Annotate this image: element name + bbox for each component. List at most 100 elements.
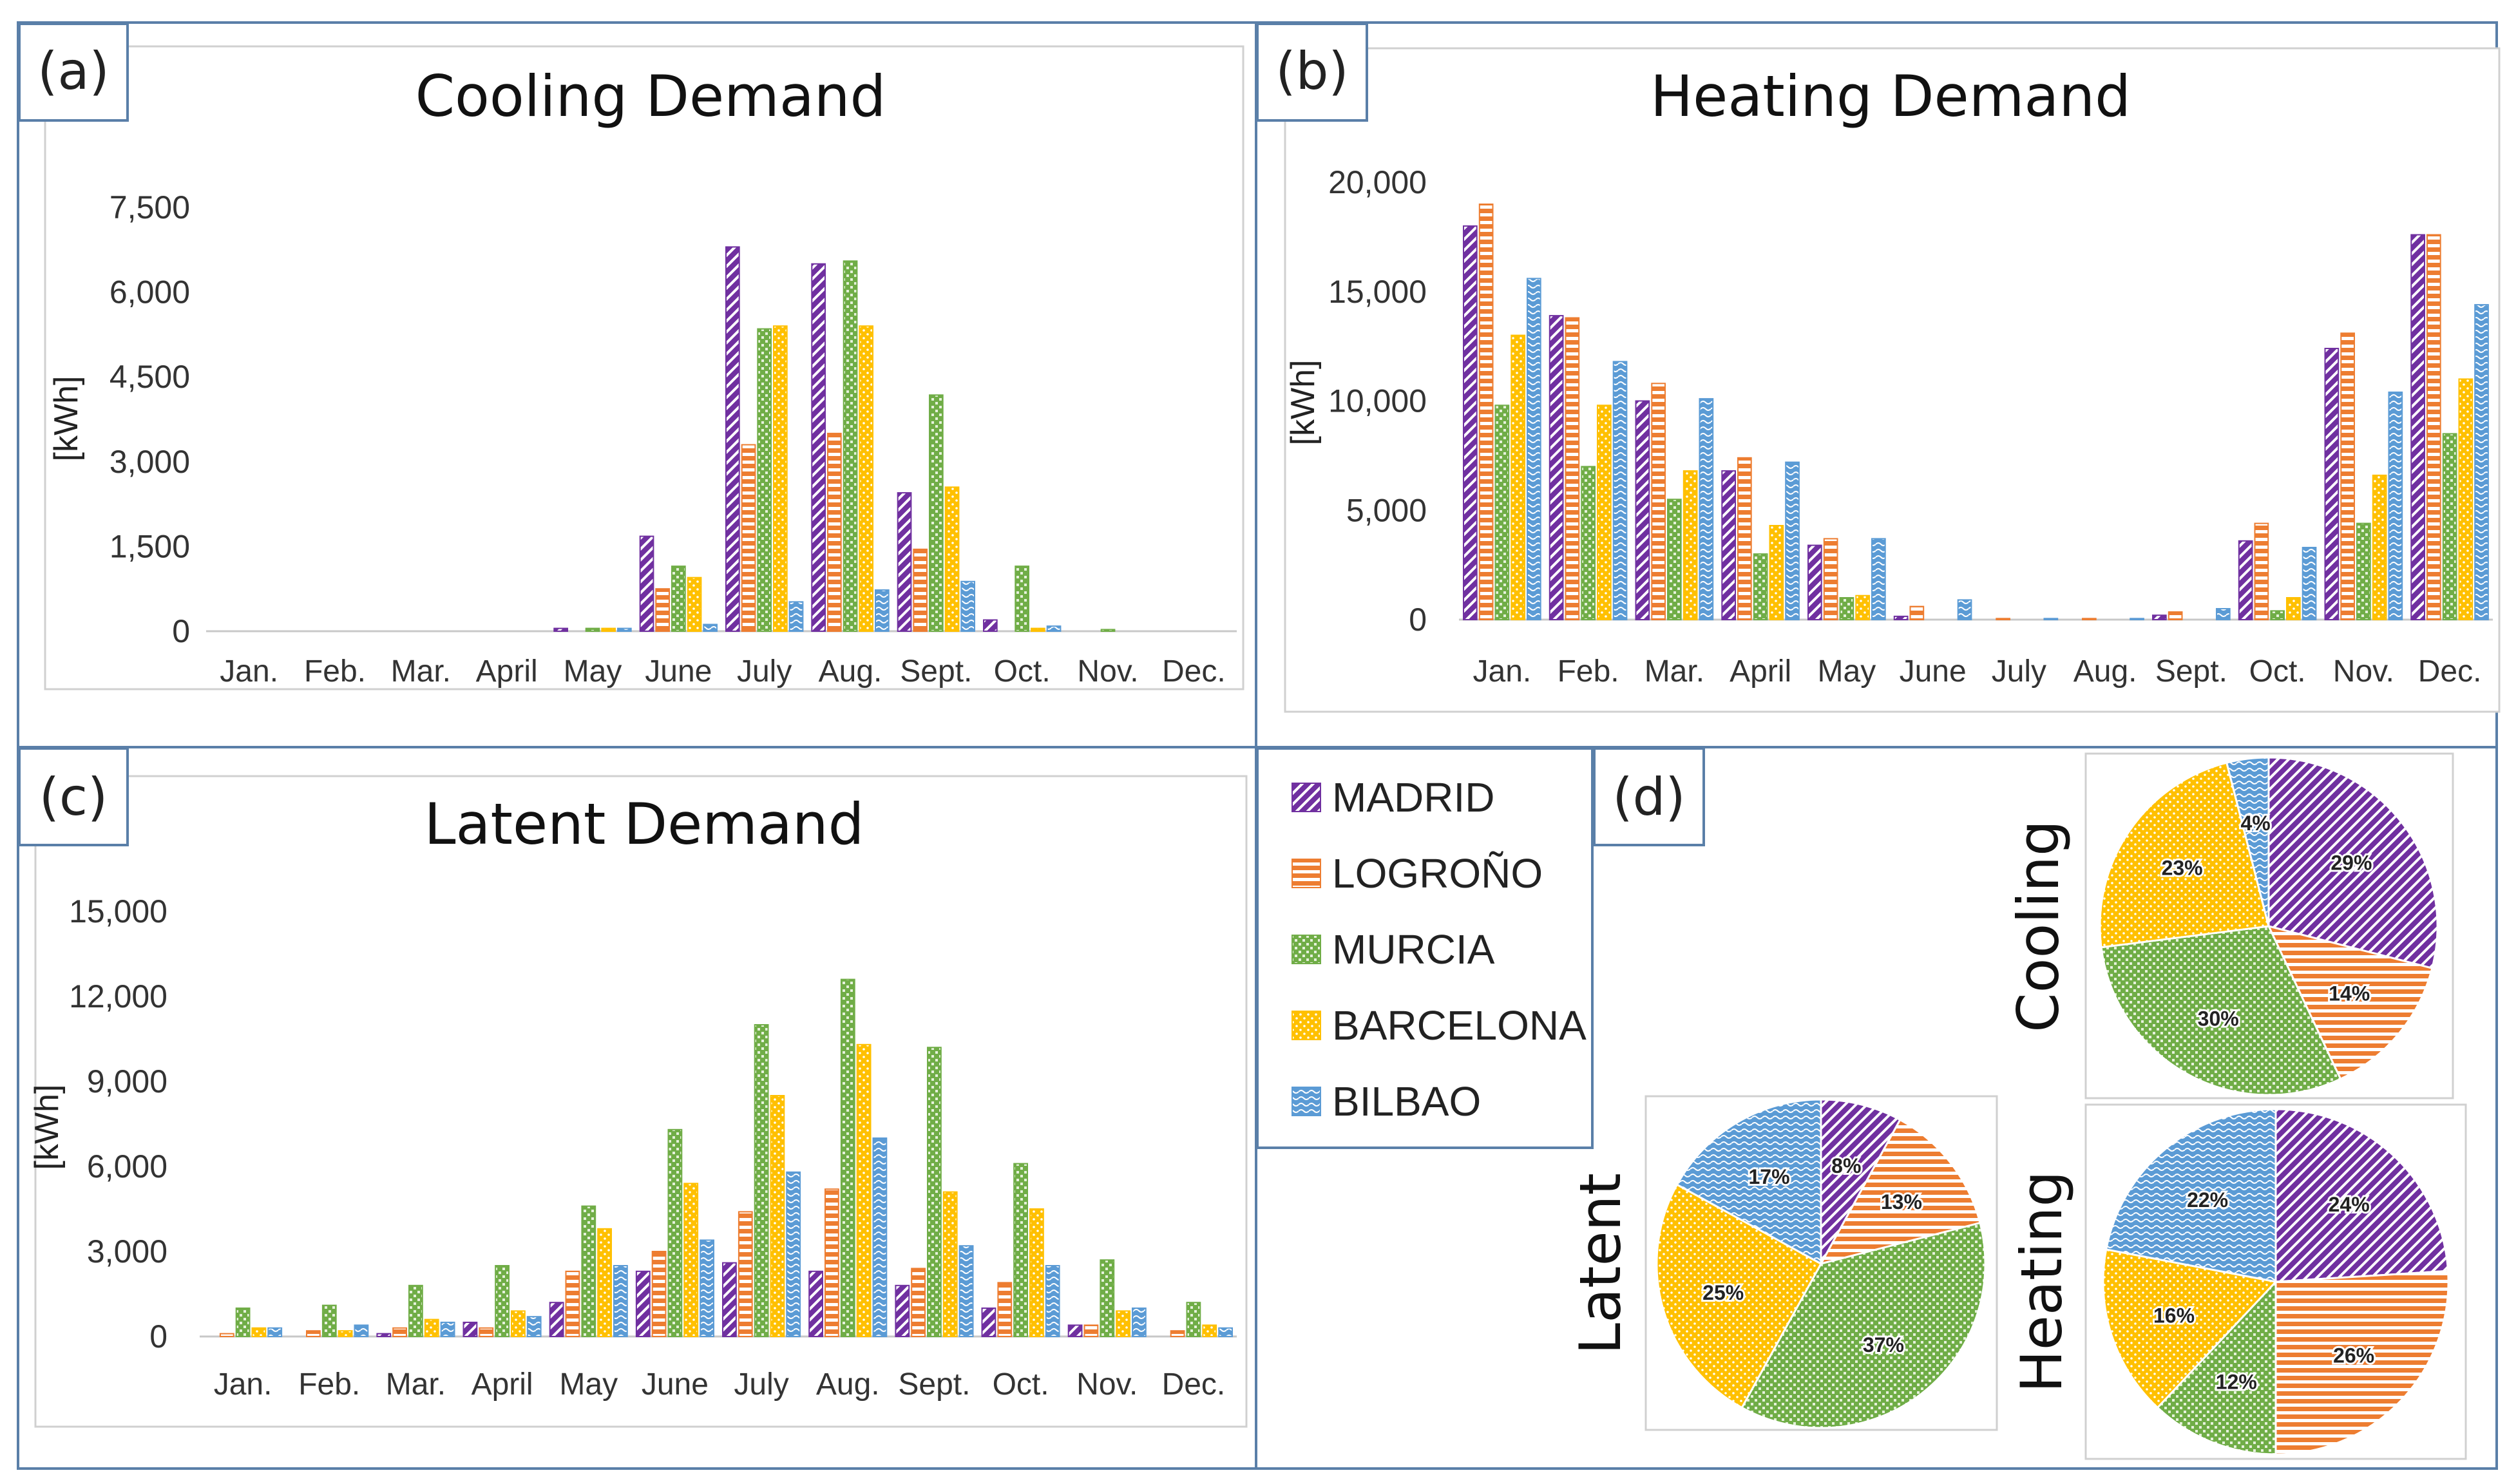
bar-murcia-nov — [1100, 1259, 1115, 1337]
y-tick-label: 0 — [149, 1318, 167, 1355]
y-tick-label: 3,000 — [110, 444, 190, 480]
bar-barcelona-july — [773, 325, 788, 632]
y-tick-label: 3,000 — [87, 1233, 167, 1270]
bar-barcelona-oct — [1029, 1208, 1044, 1337]
pie-data-label: 24% — [2329, 1193, 2370, 1216]
bar-barcelona-may — [601, 627, 616, 632]
bar-bilbao-aug — [872, 1137, 888, 1337]
bar-logrono-june — [655, 588, 670, 633]
bar-bilbao-sept — [2216, 608, 2231, 620]
bar-bilbao-oct — [1045, 1265, 1060, 1337]
bar-logrono-april — [479, 1327, 494, 1338]
bar-madrid-april — [1721, 470, 1737, 620]
bar-barcelona-feb — [1597, 404, 1612, 620]
y-tick-label: 6,000 — [87, 1148, 167, 1184]
x-tick-label: Feb. — [304, 654, 366, 689]
bar-bilbao-dec — [1218, 1327, 1233, 1338]
pie-slice-madrid — [2274, 1108, 2450, 1283]
x-tick-label: Dec. — [1162, 654, 1226, 689]
bar-logrono-oct — [997, 1282, 1013, 1338]
pie-data-label: 12% — [2216, 1371, 2257, 1394]
bar-murcia-feb — [321, 1304, 337, 1337]
bar-bilbao-aug — [2130, 618, 2144, 620]
panel-label-b: (b) — [1256, 23, 1368, 122]
x-tick-label: July — [737, 654, 792, 689]
bar-barcelona-dec — [2458, 378, 2474, 620]
pie-slice-logrono — [2267, 924, 2434, 1081]
bar-murcia-april — [1753, 553, 1768, 620]
bar-logrono-aug — [825, 1188, 839, 1337]
pie-title: Latent — [1567, 1173, 1634, 1355]
bar-murcia-feb — [1581, 466, 1596, 621]
bar-bilbao-nov — [1132, 1308, 1147, 1337]
pie-slice-murcia — [1740, 1221, 1987, 1429]
y-tick-label: 6,000 — [110, 274, 190, 310]
x-tick-label: Nov. — [2333, 654, 2394, 689]
bar-bilbao-feb — [354, 1324, 369, 1337]
x-tick-label: Jan. — [220, 654, 278, 689]
x-tick-label: April — [472, 1367, 533, 1402]
bar-logrono-may — [565, 1270, 580, 1338]
x-tick-label: Dec. — [2418, 654, 2482, 689]
bar-logrono-aug — [827, 432, 842, 633]
x-tick-label: April — [476, 654, 538, 689]
bar-madrid-april — [462, 1322, 478, 1337]
bar-murcia-jan — [1494, 404, 1510, 620]
cooling-pie: 29% 14% 30% 23% 4% Cooling — [2005, 756, 2439, 1096]
bar-bilbao-oct — [2302, 547, 2317, 620]
bar-madrid-nov — [2324, 348, 2340, 620]
bar-bilbao-july — [786, 1171, 801, 1338]
bar-bilbao-sept — [960, 580, 976, 632]
pie-slice-madrid — [2267, 756, 2439, 970]
y-tick-label: 15,000 — [1328, 274, 1427, 310]
latent-pie: 8% 13% 37% 25% 17% Latent — [1567, 1098, 1987, 1429]
bar-barcelona-mar — [1682, 470, 1698, 620]
bar-madrid-nov — [1067, 1324, 1083, 1337]
x-tick-label: Nov. — [1077, 654, 1138, 689]
bar-barcelona-aug — [859, 325, 874, 632]
x-tick-label: Oct. — [993, 1367, 1049, 1402]
panel-label-text: (b) — [1275, 41, 1348, 101]
panel-label-text: (d) — [1612, 767, 1685, 827]
bar-murcia-dec — [2442, 433, 2457, 621]
bar-murcia-oct — [1013, 1163, 1028, 1337]
pie-slice-logrono — [1819, 1118, 1981, 1266]
legend-label-barcelona: BARCELONA — [1332, 1002, 1587, 1049]
pie-data-label: 13% — [1881, 1190, 1922, 1213]
bar-logrono-nov — [1083, 1324, 1099, 1337]
legend-swatch-madrid — [1292, 783, 1321, 812]
x-tick-label: Mar. — [391, 654, 451, 689]
pie-data-label: 17% — [1748, 1165, 1789, 1188]
y-tick-label: 12,000 — [69, 978, 167, 1014]
x-tick-label: Dec. — [1162, 1367, 1226, 1402]
x-tick-label: Mar. — [386, 1367, 446, 1402]
pie-data-label: 16% — [2153, 1304, 2195, 1327]
x-tick-label: Aug. — [819, 654, 882, 689]
bar-logrono-june — [1909, 605, 1925, 620]
bar-bilbao-aug — [875, 589, 890, 632]
bar-murcia-aug — [843, 260, 858, 632]
chart-title: Cooling Demand — [415, 63, 886, 129]
bar-barcelona-dec — [1202, 1324, 1217, 1337]
pie-slice-madrid — [1820, 1098, 1902, 1264]
y-tick-label: 4,500 — [110, 359, 190, 395]
x-tick-label: June — [645, 654, 712, 689]
bar-bilbao-may — [1871, 538, 1886, 621]
bar-barcelona-june — [683, 1183, 699, 1338]
bar-murcia-april — [495, 1265, 510, 1337]
bar-barcelona-april — [1769, 525, 1784, 620]
bar-madrid-oct — [2238, 540, 2253, 620]
bar-logrono-mar — [392, 1327, 408, 1338]
bar-logrono-july — [741, 444, 756, 632]
bar-murcia-july — [754, 1024, 769, 1337]
x-tick-label: May — [1818, 654, 1876, 689]
pie-slice-bilbao — [2225, 756, 2270, 927]
y-tick-label: 20,000 — [1328, 164, 1427, 200]
legend-label-bilbao: BILBAO — [1332, 1078, 1481, 1125]
pie-slice-barcelona — [1655, 1183, 1823, 1409]
bar-barcelona-april — [511, 1310, 526, 1338]
y-tick-label: 0 — [1409, 602, 1427, 638]
panel-label-c: (c) — [18, 747, 129, 846]
bar-madrid-june — [1893, 615, 1909, 621]
pie-data-label: 37% — [1863, 1333, 1904, 1356]
